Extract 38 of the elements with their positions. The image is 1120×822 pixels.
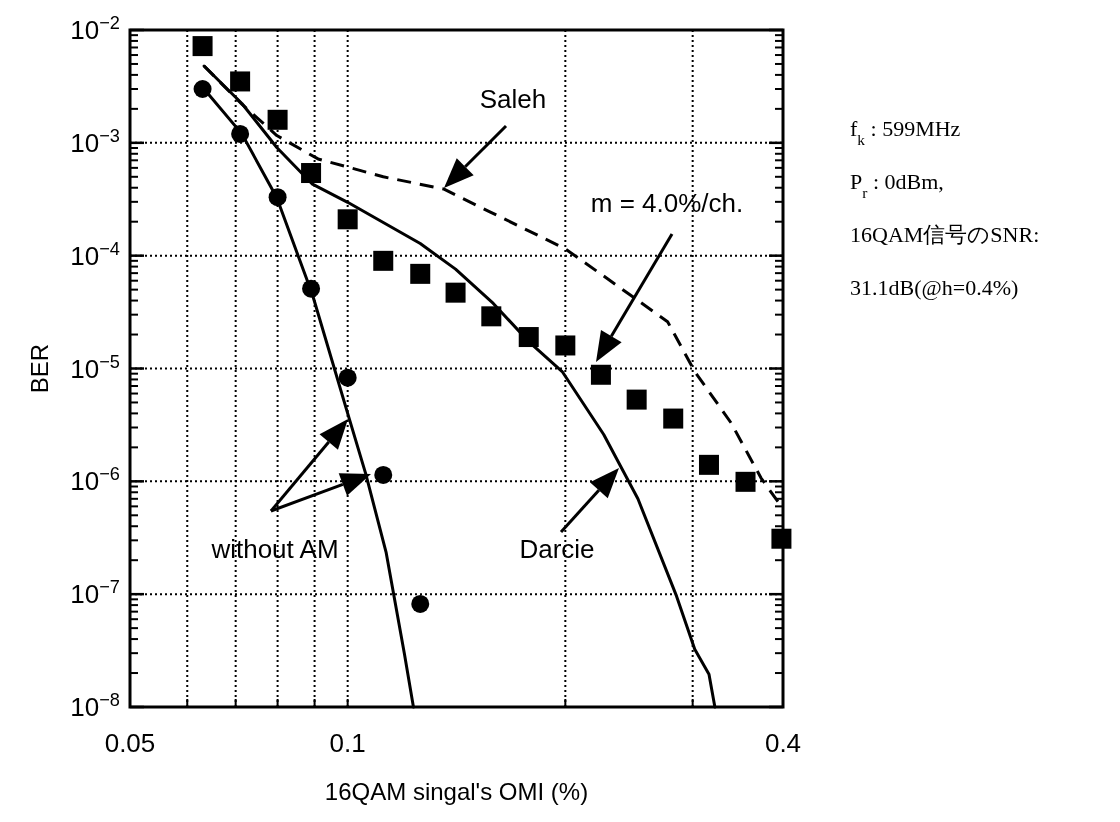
point (411, 594, 430, 613)
point (771, 528, 792, 549)
point (192, 36, 213, 57)
y-axis-title: BER (26, 343, 53, 394)
point (481, 306, 502, 327)
annotation: m = 4.0%/ch. (590, 188, 744, 218)
y-tick-label: 10$^{−3}$ (70, 125, 120, 158)
point (445, 282, 466, 303)
y-tick-label: 10$^{−8}$ (70, 690, 120, 722)
point (698, 454, 719, 475)
y-tick-label: 10$^{−2}$ (70, 13, 120, 45)
point (230, 71, 251, 92)
x-tick-label: 0.4 (764, 728, 802, 758)
annotation: Darcie (519, 534, 595, 564)
text: P$_{r}$ : 0dBm, (850, 169, 944, 201)
y-tick-label: 10$^{−5}$ (70, 351, 120, 384)
x-axis-title: 16QAM singal's OMI (%) (324, 778, 589, 805)
point (373, 250, 394, 271)
annotation: without AM (210, 534, 339, 564)
y-tick-label: 10$^{−6}$ (70, 464, 120, 497)
point (590, 364, 611, 385)
point (374, 465, 393, 484)
y-tick-label: 10$^{−4}$ (70, 238, 120, 271)
text: f$_{k}$ : 599MHz (850, 116, 961, 148)
text: 31.1dB(@h=0.4%) (850, 275, 1019, 300)
point (301, 163, 322, 184)
point (555, 335, 576, 356)
x-tick-label: 0.1 (329, 728, 366, 758)
x-tick-label: 0.05 (104, 728, 156, 758)
point (735, 471, 756, 492)
point (410, 263, 431, 284)
point (663, 408, 684, 429)
text: 16QAM信号のSNR: (850, 222, 1040, 247)
y-tick-label: 10$^{−7}$ (70, 577, 120, 610)
point (338, 368, 357, 387)
point (626, 389, 647, 410)
point (337, 209, 358, 230)
annotation: Saleh (479, 84, 547, 114)
